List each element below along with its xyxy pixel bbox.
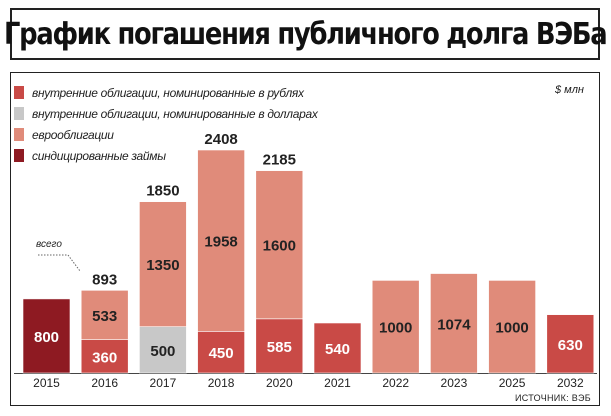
bar-euro-2018 — [197, 149, 245, 332]
legend-swatch-synd — [14, 149, 24, 162]
legend-swatch-euro — [14, 128, 24, 141]
bar-euro-2023 — [430, 273, 478, 374]
bar-euro-2017 — [139, 201, 187, 327]
total-note: всего — [36, 239, 62, 250]
chart-title: График погашения публичного долга ВЭБа — [3, 16, 608, 52]
total-label-2017: 1850 — [146, 183, 179, 200]
data-label-rub-2021: 540 — [325, 341, 350, 358]
x-tick-label-2018: 2018 — [208, 376, 235, 390]
x-tick-label-2021: 2021 — [324, 376, 351, 390]
bar-rub-2016 — [80, 339, 129, 374]
data-label-euro-2017: 1350 — [146, 257, 179, 274]
x-tick-label-2025: 2025 — [499, 376, 526, 390]
bar-rub-2020 — [255, 318, 304, 374]
x-tick-label-2032: 2032 — [557, 376, 584, 390]
source-label: ИСТОЧНИК: ВЭБ — [514, 393, 591, 403]
x-tick-label-2020: 2020 — [266, 376, 293, 390]
data-label-rub-2016: 360 — [92, 349, 117, 366]
x-tick-label-2023: 2023 — [441, 376, 468, 390]
x-tick-label-2017: 2017 — [150, 376, 177, 390]
legend-label-usd: внутренние облигации, номинированные в д… — [32, 106, 318, 121]
legend: внутренние облигации, номинированные в р… — [14, 82, 318, 166]
data-label-euro-2022: 1000 — [379, 320, 412, 337]
bar-rub-2032 — [546, 314, 595, 374]
legend-label-euro: еврооблигации — [32, 127, 114, 142]
data-label-euro-2016: 533 — [92, 308, 117, 325]
data-label-rub-2018: 450 — [209, 345, 234, 362]
x-tick-label-2022: 2022 — [382, 376, 409, 390]
legend-item-usd: внутренние облигации, номинированные в д… — [14, 103, 318, 124]
total-label-2018: 2408 — [204, 131, 237, 148]
legend-item-synd: синдицированные займы — [14, 145, 318, 166]
total-note-leader — [38, 254, 81, 272]
legend-item-rub: внутренние облигации, номинированные в р… — [14, 82, 318, 103]
legend-label-synd: синдицированные займы — [32, 148, 166, 163]
total-label-2016: 893 — [92, 271, 117, 288]
data-label-euro-2025: 1000 — [495, 320, 528, 337]
total-label-2020: 2185 — [263, 152, 296, 169]
data-label-usd-2017: 500 — [150, 343, 175, 360]
data-label-euro-2018: 1958 — [204, 234, 237, 251]
data-label-rub-2020: 585 — [267, 339, 292, 356]
bar-euro-2022 — [371, 280, 420, 374]
bar-usd-2017 — [139, 326, 187, 374]
legend-item-euro: еврооблигации — [14, 124, 318, 145]
data-label-rub-2032: 630 — [558, 337, 583, 354]
x-tick-label-2015: 2015 — [33, 376, 60, 390]
bar-synd-2015 — [22, 298, 71, 374]
data-label-euro-2020: 1600 — [263, 238, 296, 255]
title-box: График погашения публичного долга ВЭБа — [4, 8, 607, 60]
bar-euro-2025 — [488, 280, 536, 374]
bar-rub-2021 — [313, 322, 362, 374]
bar-euro-2020 — [255, 170, 304, 320]
bar-rub-2018 — [197, 331, 245, 374]
legend-swatch-usd — [14, 107, 24, 120]
legend-label-rub: внутренние облигации, номинированные в р… — [32, 85, 304, 100]
bar-euro-2016 — [80, 290, 129, 340]
legend-swatch-rub — [14, 86, 24, 99]
data-label-euro-2023: 1074 — [437, 316, 471, 333]
unit-label: $ млн — [555, 84, 584, 96]
data-label-synd-2015: 800 — [34, 329, 59, 346]
x-tick-label-2016: 2016 — [91, 376, 118, 390]
